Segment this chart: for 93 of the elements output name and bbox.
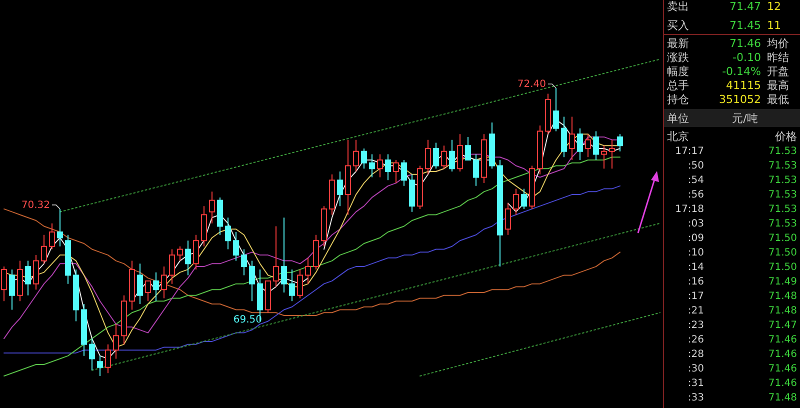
annotation: 70.32	[21, 200, 50, 211]
text: :23	[688, 320, 704, 331]
text: 价格	[774, 130, 797, 143]
candlestick	[209, 191, 215, 224]
candlestick	[569, 116, 575, 160]
text: 北京	[667, 130, 689, 143]
text: 71.48	[768, 306, 797, 316]
text: :54	[688, 175, 704, 186]
candlestick	[609, 139, 615, 170]
text: 71.48	[768, 291, 797, 302]
text: 71.46	[768, 364, 797, 374]
text: :14	[688, 262, 704, 273]
text: 71.53	[768, 160, 797, 172]
text: 71.53	[768, 146, 797, 157]
text: 71.53	[768, 175, 797, 186]
text: 71.46	[768, 378, 797, 389]
text: 17:18	[675, 204, 704, 215]
text: :31	[688, 378, 704, 389]
text: 351052	[719, 93, 761, 106]
text: 昨结	[767, 51, 789, 64]
text: 开盘	[767, 65, 789, 78]
candlestick	[585, 134, 591, 158]
text: 最新	[667, 37, 689, 50]
text: 71.53	[768, 204, 797, 215]
candlestick	[161, 266, 167, 299]
text: 71.46	[730, 37, 761, 50]
candlestick	[113, 324, 119, 360]
text: 71.48	[768, 392, 797, 404]
text: :33	[688, 392, 704, 404]
text: 71.45	[730, 19, 761, 32]
candlestick	[281, 217, 287, 293]
candlestick	[81, 304, 87, 356]
candlestick	[497, 160, 503, 268]
text: 71.50	[768, 248, 797, 258]
text: 71.49	[768, 276, 797, 288]
text: 单位	[667, 112, 689, 125]
text: 元/吨	[732, 112, 758, 125]
candlestick	[473, 154, 479, 186]
candlestick	[185, 240, 191, 276]
candlestick	[593, 130, 599, 160]
candlestick	[201, 206, 207, 247]
candlestick	[57, 208, 63, 247]
annotation: 69.50	[233, 314, 262, 326]
text: -0.10	[732, 51, 761, 64]
candlestick	[129, 260, 135, 310]
candlestick	[369, 154, 375, 178]
candlestick	[345, 139, 351, 216]
candlestick	[233, 232, 239, 262]
candlestick	[153, 272, 159, 302]
annotation: 72.40	[517, 79, 546, 90]
text: 41115	[726, 79, 761, 92]
candlestick	[225, 217, 231, 250]
candlestick	[337, 171, 343, 207]
text: 买入	[667, 19, 689, 32]
text: 卖出	[667, 0, 689, 13]
text: :16	[688, 276, 704, 288]
text: :50	[688, 160, 704, 172]
text: 71.46	[768, 349, 797, 360]
candlestick	[89, 338, 95, 371]
text: 均价	[766, 37, 789, 50]
text: 最低	[767, 93, 789, 106]
text: :26	[688, 334, 704, 346]
text: 71.50	[768, 233, 797, 244]
text: :10	[688, 248, 704, 258]
text: :09	[688, 233, 704, 244]
text: 71.50	[768, 262, 797, 273]
text: 71.53	[768, 190, 797, 200]
text: 涨跌	[667, 51, 689, 64]
text: :17	[688, 291, 704, 302]
candlestick	[601, 145, 607, 170]
text: 71.47	[768, 320, 797, 331]
text: 幅度	[667, 65, 689, 78]
text: 17:17	[675, 146, 704, 157]
candlestick	[505, 202, 511, 236]
text: 最高	[767, 79, 789, 92]
candlestick	[305, 257, 311, 284]
text: 12	[767, 0, 781, 13]
text: :03	[688, 218, 704, 230]
text: -0.14%	[722, 65, 761, 78]
text: 持仓	[667, 93, 689, 106]
text: :21	[688, 306, 704, 316]
text: :30	[688, 364, 704, 374]
text: 总手	[666, 79, 689, 92]
text: 11	[767, 19, 781, 32]
text: :28	[688, 349, 704, 360]
candlestick	[377, 154, 383, 178]
text: 71.53	[768, 218, 797, 230]
text: :56	[688, 190, 704, 200]
candlestick	[137, 263, 143, 304]
text: 71.47	[730, 0, 761, 13]
text: 71.46	[768, 334, 797, 346]
candlestick	[425, 139, 431, 175]
candlestick	[385, 154, 391, 181]
